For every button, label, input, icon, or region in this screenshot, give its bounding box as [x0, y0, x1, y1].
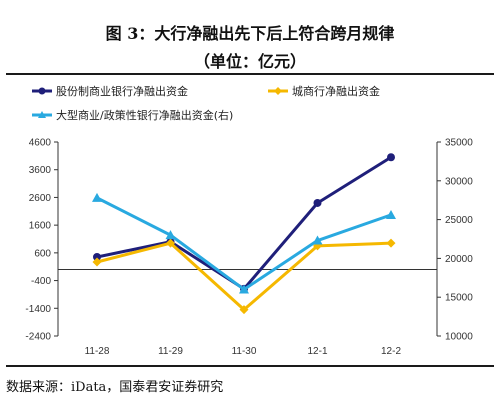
legend: 股份制商业银行净融出资金 城商行净融出资金 大型商业/政策性银行净融出资金(右) [32, 84, 380, 122]
series-3-point [92, 192, 102, 202]
y-left-tick-label: -1400 [25, 304, 51, 315]
series-2-point [386, 238, 396, 248]
y-left-tick-label: 600 [34, 248, 51, 259]
y-left-tick-label: 1600 [29, 221, 52, 232]
chart-subtitle: （单位：亿元） [193, 52, 306, 71]
top-rule [6, 73, 494, 75]
series-2-point [239, 305, 249, 315]
x-tick-label: 11-29 [158, 346, 183, 357]
y-right-tick-label: 15000 [445, 293, 473, 304]
y-right-tick-label: 25000 [445, 215, 473, 226]
source-note: 数据来源：iData，国泰君安证券研究 [6, 380, 224, 395]
y-right-tick-label: 30000 [445, 176, 473, 187]
series-2-point [166, 238, 175, 248]
series-3-point [165, 230, 176, 240]
chart-title: 图 3：大行净融出先下后上符合跨月规律 [105, 24, 395, 43]
y-left-tick-label: 3600 [29, 165, 52, 176]
legend-item-series-3: 大型商业/政策性银行净融出资金(右) [32, 108, 233, 122]
x-tick-label: 11-28 [85, 346, 110, 357]
y-right-tick-label: 20000 [445, 254, 473, 265]
x-axis-labels: 11-28 11-29 11-30 12-1 12-2 [85, 346, 402, 357]
bottom-rule [6, 365, 494, 367]
series-3-point [312, 235, 323, 245]
legend-label-series-1: 股份制商业银行净融出资金 [56, 84, 188, 98]
x-tick-label: 11-30 [232, 346, 257, 357]
series-3-point [239, 284, 249, 294]
series-1-point [313, 198, 322, 207]
series-line-2 [96, 241, 392, 312]
series-2-point [92, 257, 102, 267]
series-3-point [386, 209, 396, 219]
y-axis-right-ticks: 35000 30000 25000 20000 15000 10000 [437, 138, 473, 343]
series-layer [92, 153, 396, 315]
legend-label-series-2: 城商行净融出资金 [292, 84, 380, 98]
series-1-point [93, 253, 101, 262]
x-tick-label: 12-1 [307, 346, 327, 357]
y-left-tick-label: -400 [31, 276, 51, 287]
y-left-tick-label: 2600 [29, 193, 52, 204]
y-left-tick-label: -2400 [25, 332, 51, 343]
y-right-tick-label: 10000 [445, 332, 473, 343]
legend-item-series-2: 城商行净融出资金 [268, 84, 380, 98]
legend-label-series-3: 大型商业/政策性银行净融出资金(右) [56, 108, 233, 122]
y-axis-left-ticks: 4600 3600 2600 1600 600 -400 -1400 -2400 [25, 138, 58, 343]
legend-item-series-1: 股份制商业银行净融出资金 [32, 84, 188, 98]
series-1-point [387, 153, 395, 162]
x-tick-label: 12-2 [381, 346, 401, 357]
y-left-tick-label: 4600 [29, 138, 52, 149]
y-right-tick-label: 35000 [445, 138, 473, 149]
